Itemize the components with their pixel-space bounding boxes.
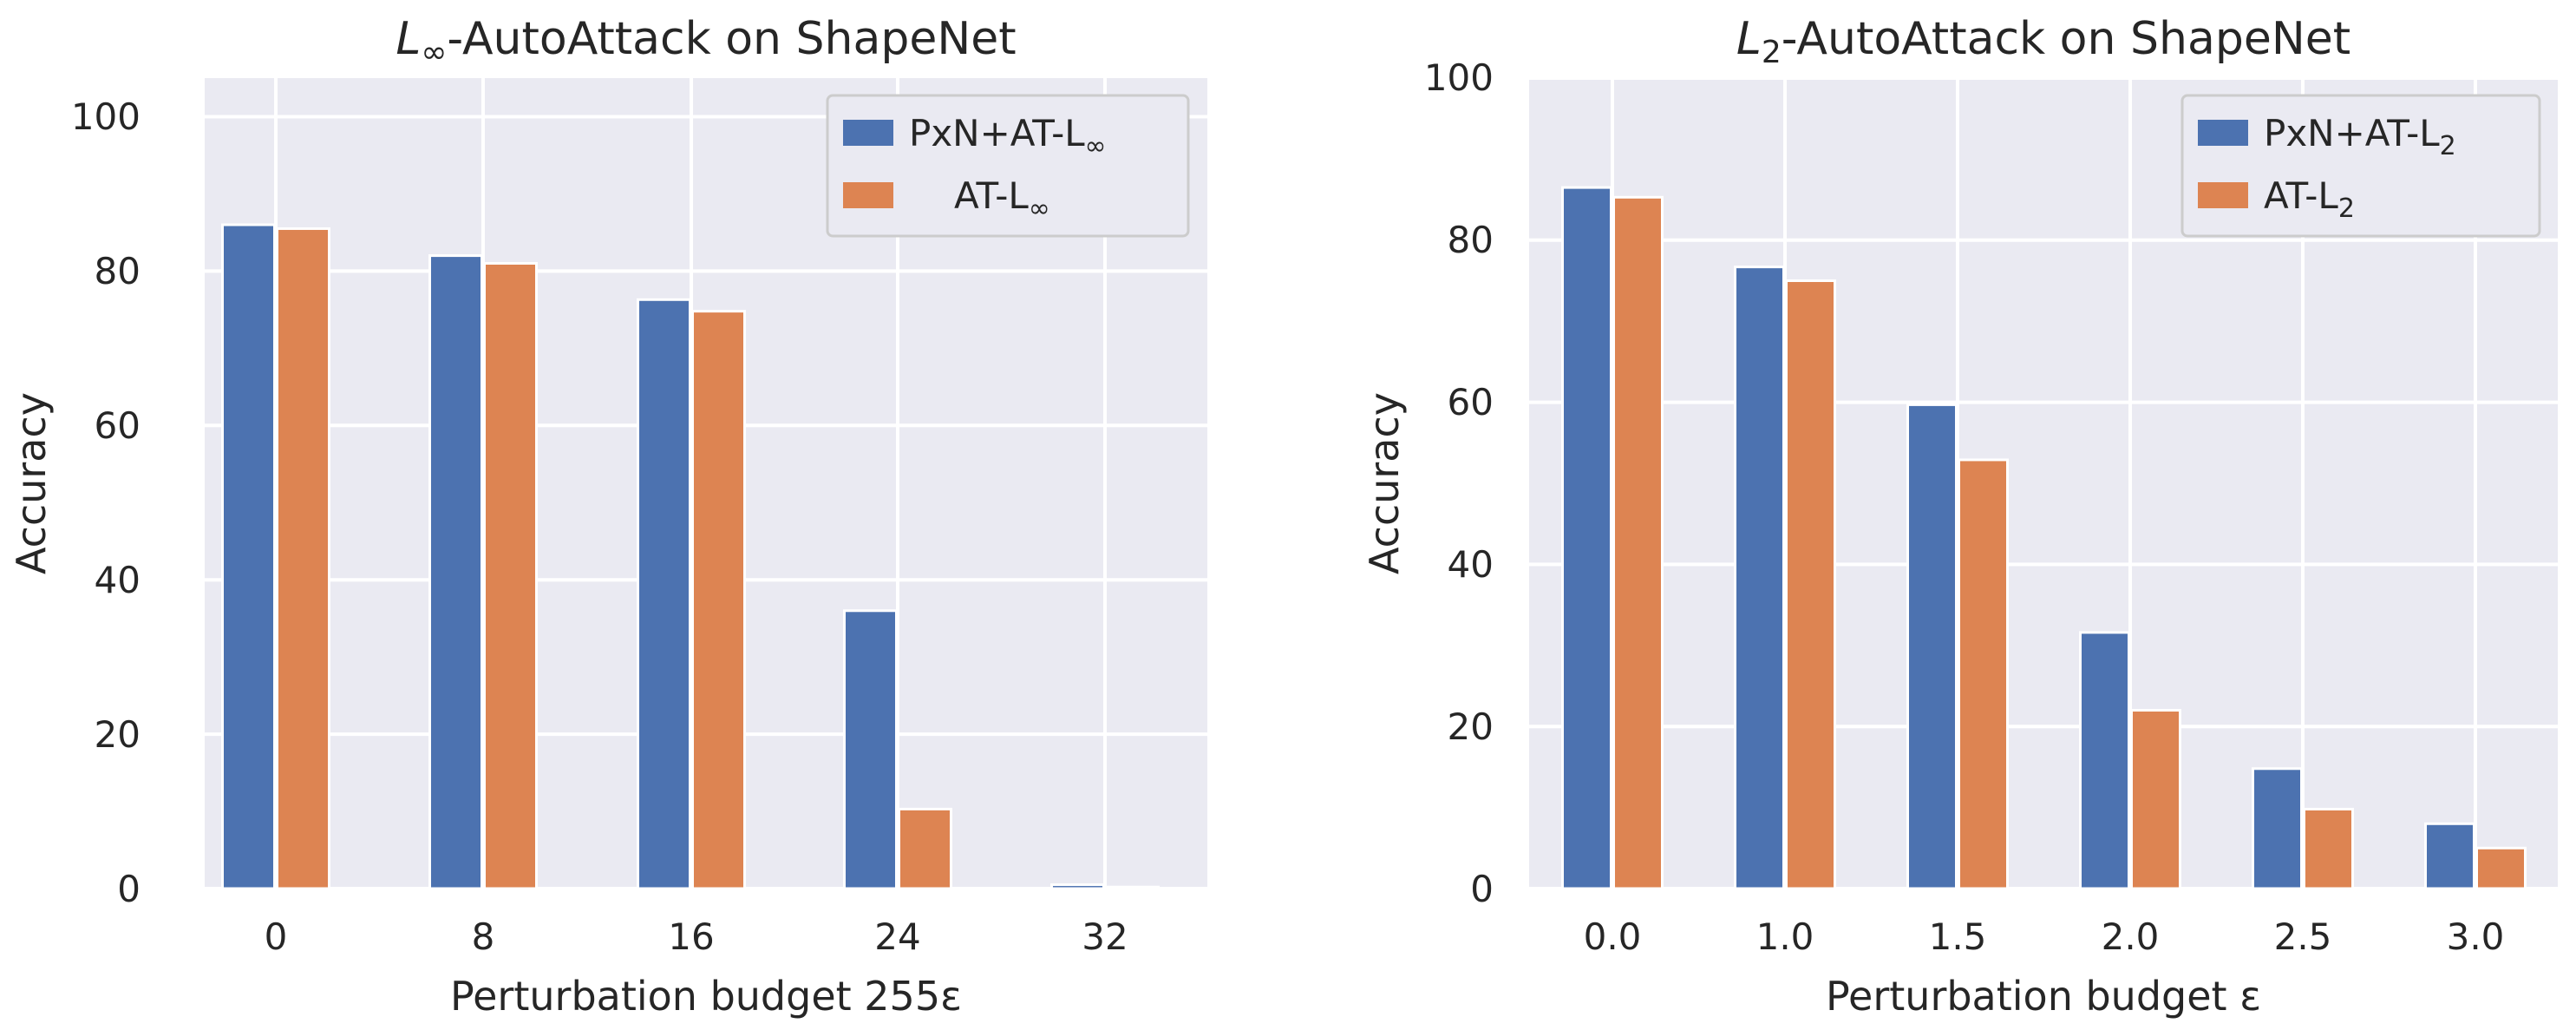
- chart-title-left: L∞-AutoAttack on ShapeNet: [396, 13, 1016, 70]
- legend-label-pxn: PxN+AT-L2: [2264, 112, 2456, 161]
- x-tick-label: 1.0: [1756, 915, 1814, 958]
- bar-at: [1785, 279, 1836, 890]
- bar-pxn-at: [221, 223, 276, 890]
- legend-left: PxN+AT-L∞ AT-L∞: [826, 94, 1190, 238]
- y-tick-label: 100: [1424, 56, 1494, 99]
- x-tick-label: 32: [1082, 915, 1128, 958]
- y-tick-label: 0: [1470, 868, 1494, 910]
- x-tick-label: 2.0: [2102, 915, 2160, 958]
- bar-pxn-at: [1050, 883, 1105, 890]
- bars-right: [1561, 186, 2527, 890]
- bar-pxn-at: [637, 298, 691, 890]
- x-tick-label: 1.5: [1929, 915, 1987, 958]
- legend-label-at: AT-L∞: [954, 174, 1050, 224]
- bar-pxn-at: [1561, 186, 1612, 890]
- bar-pxn-at: [843, 609, 898, 890]
- x-tick-labels-right: 0.0 1.0 1.5 2.0 2.5 3.0: [1584, 915, 2505, 958]
- x-tick-label: 2.5: [2274, 915, 2332, 958]
- legend-label-pxn: PxN+AT-L∞: [909, 112, 1107, 161]
- bar-pxn-at: [2424, 822, 2475, 890]
- legend-right: PxN+AT-L2 AT-L2: [2180, 94, 2541, 238]
- y-tick-label: 60: [95, 404, 141, 447]
- y-tick-label: 40: [1448, 543, 1494, 586]
- bar-at: [1105, 885, 1160, 890]
- bar-at: [483, 261, 538, 890]
- bar-at: [2130, 709, 2181, 890]
- x-tick-label: 8: [472, 915, 495, 958]
- x-tick-label: 24: [874, 915, 920, 958]
- bar-at: [1958, 458, 2009, 890]
- legend-frame: [826, 94, 1190, 238]
- x-tick-label: 3.0: [2447, 915, 2505, 958]
- y-axis-label-right: Accuracy: [1361, 392, 1408, 574]
- legend-swatch-at: [2198, 182, 2248, 208]
- legend-label-at: AT-L2: [2264, 174, 2355, 224]
- x-axis-label-right: Perturbation budget ε: [1826, 973, 2261, 1020]
- bars-left: [221, 223, 1160, 890]
- y-tick-label: 80: [95, 250, 141, 292]
- legend-frame: [2180, 94, 2541, 238]
- bar-at: [1612, 195, 1664, 890]
- y-axis-label-left: Accuracy: [8, 392, 55, 574]
- bar-pxn-at: [428, 254, 483, 890]
- x-tick-label: 0: [265, 915, 288, 958]
- chart-left: L∞-AutoAttack on ShapeNet Accuracy Pertu…: [8, 13, 1207, 1020]
- y-tick-label: 20: [95, 713, 141, 756]
- x-axis-label-left: Perturbation budget 255ε: [450, 973, 962, 1020]
- chart-title-right: L2-AutoAttack on ShapeNet: [1736, 13, 2350, 70]
- bar-pxn-at: [1906, 403, 1958, 890]
- legend-swatch-pxn: [2198, 120, 2248, 146]
- legend-swatch-at: [843, 182, 893, 208]
- y-tick-label: 60: [1448, 381, 1494, 423]
- y-tick-label: 0: [117, 868, 141, 910]
- bar-at: [898, 807, 952, 890]
- x-tick-labels-left: 0 8 16 24 32: [265, 915, 1128, 958]
- y-tick-label: 80: [1448, 219, 1494, 261]
- bar-at: [2303, 807, 2354, 890]
- y-tick-label: 100: [71, 95, 141, 138]
- chart-right: L2-AutoAttack on ShapeNet Accuracy Pertu…: [1361, 13, 2558, 1020]
- bar-pxn-at: [2252, 767, 2303, 890]
- y-tick-labels-left: 0 20 40 60 80 100: [71, 95, 141, 910]
- x-tick-label: 16: [668, 915, 714, 958]
- y-tick-label: 40: [95, 559, 141, 601]
- bar-at: [2475, 846, 2527, 890]
- bar-pxn-at: [2079, 631, 2130, 890]
- bar-pxn-at: [1734, 266, 1785, 890]
- bar-at: [276, 226, 330, 890]
- y-tick-labels-right: 0 20 40 60 80 100: [1424, 56, 1494, 910]
- y-tick-label: 20: [1448, 705, 1494, 748]
- x-tick-label: 0.0: [1584, 915, 1642, 958]
- bar-at: [691, 310, 746, 890]
- legend-swatch-pxn: [843, 120, 893, 146]
